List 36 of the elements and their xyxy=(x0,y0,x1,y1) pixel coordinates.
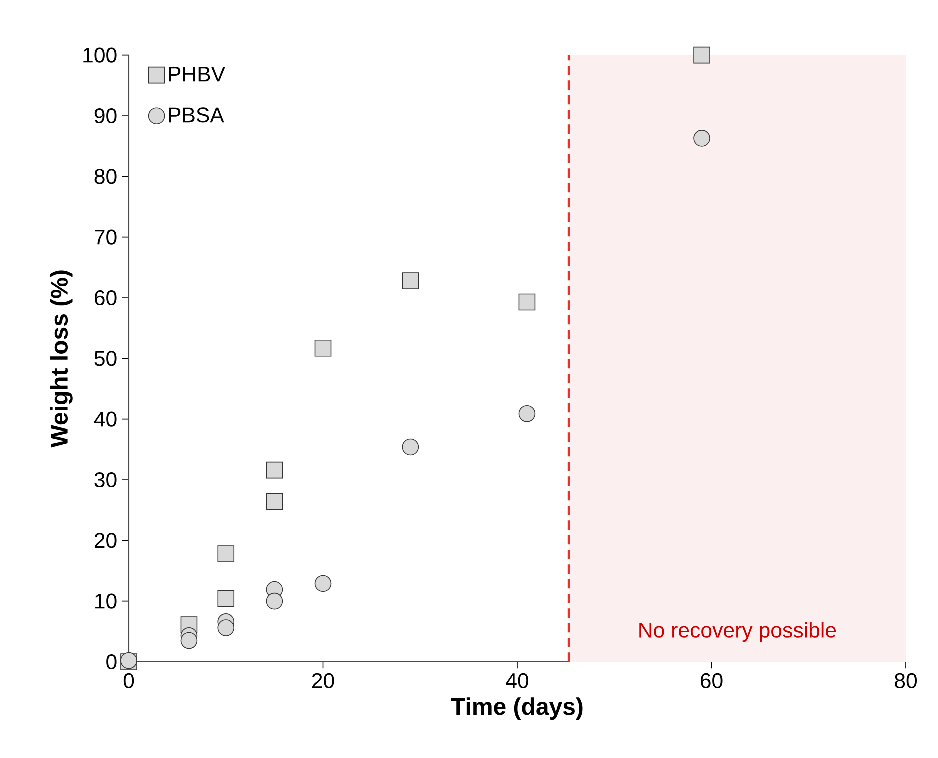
y-tick-label: 100 xyxy=(84,48,117,63)
point xyxy=(314,575,332,592)
legend-label: PHBV xyxy=(169,66,226,82)
x-tick-label: 40 xyxy=(506,673,529,688)
y-axis-title: Weight loss (%) xyxy=(50,270,73,448)
point xyxy=(694,130,710,147)
y-tick-label: 50 xyxy=(94,351,117,366)
y-tick-label: 0 xyxy=(106,654,117,670)
x-tick-label: 80 xyxy=(895,673,918,688)
y-tick-label: 80 xyxy=(94,169,117,184)
y-tick-label: 60 xyxy=(94,290,117,306)
point xyxy=(180,632,198,650)
point xyxy=(518,405,536,422)
y-tick-label: 30 xyxy=(94,472,117,488)
y-tick-label: 90 xyxy=(94,108,117,124)
point xyxy=(218,590,235,608)
point xyxy=(218,546,235,562)
x-tick-label: 0 xyxy=(124,673,134,688)
band-label: No recovery possible xyxy=(640,622,836,642)
x-tick-label: 20 xyxy=(312,673,334,688)
x-axis-title: Time (days) xyxy=(451,698,583,720)
y-tick-label: 20 xyxy=(94,533,117,548)
point xyxy=(266,592,284,610)
y-tick-label: 10 xyxy=(96,594,117,609)
point xyxy=(266,493,284,510)
y-tick-label: 40 xyxy=(94,412,117,427)
point xyxy=(694,46,710,64)
point xyxy=(402,438,420,456)
y-tick-label: 70 xyxy=(94,230,117,245)
point xyxy=(266,462,284,479)
point xyxy=(314,340,332,357)
x-tick-label: 60 xyxy=(700,673,723,688)
point xyxy=(218,620,235,636)
point xyxy=(518,294,536,311)
legend-label: PBSA xyxy=(169,108,224,123)
point xyxy=(402,272,420,290)
